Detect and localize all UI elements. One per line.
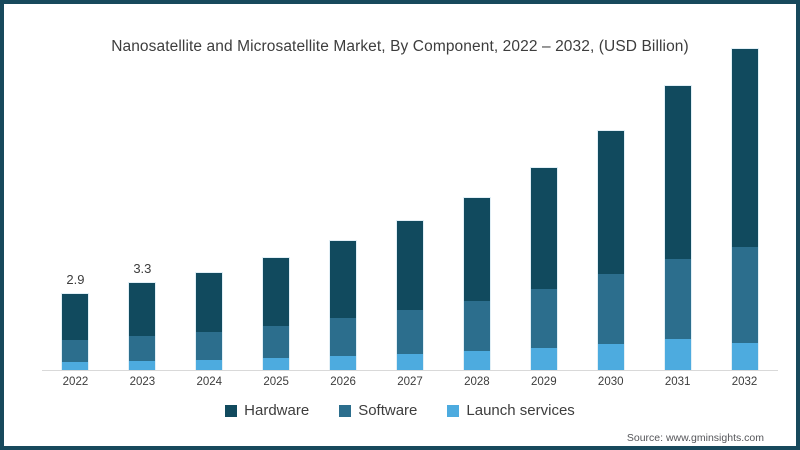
- bar-group[interactable]: [330, 68, 357, 370]
- bar-segment-launch-services[interactable]: [731, 343, 758, 370]
- bar-segment-hardware[interactable]: [129, 283, 156, 337]
- stacked-bar[interactable]: [196, 272, 223, 370]
- legend-label: Software: [358, 402, 418, 419]
- legend-item[interactable]: Software: [339, 402, 417, 419]
- stacked-bar[interactable]: [330, 240, 357, 370]
- legend-item[interactable]: Launch services: [447, 402, 575, 419]
- bar-segment-software[interactable]: [263, 326, 290, 359]
- stacked-bar[interactable]: [597, 131, 624, 370]
- x-tick-label: 2025: [263, 376, 289, 388]
- bar-segment-launch-services[interactable]: [62, 361, 89, 370]
- bar-segment-hardware[interactable]: [664, 85, 691, 260]
- chart-legend: Hardware Software Launch services: [8, 402, 792, 419]
- x-tick-label: 2027: [397, 376, 423, 388]
- bar-group[interactable]: [62, 68, 89, 370]
- bar-group[interactable]: [196, 68, 223, 370]
- stacked-bar[interactable]: [731, 49, 758, 370]
- stacked-bar[interactable]: [397, 221, 423, 370]
- legend-swatch-icon: [225, 404, 238, 417]
- bar-segment-launch-services[interactable]: [196, 360, 223, 370]
- bar-segment-launch-services[interactable]: [129, 361, 156, 370]
- x-tick-label: 2026: [330, 376, 356, 388]
- x-tick-label: 2029: [531, 376, 557, 388]
- bar-segment-software[interactable]: [731, 247, 758, 344]
- x-tick-label: 2031: [664, 376, 691, 388]
- bar-group[interactable]: [463, 68, 490, 370]
- bar-group[interactable]: [664, 68, 691, 370]
- legend-swatch-icon: [447, 404, 460, 417]
- legend-item[interactable]: Hardware: [225, 402, 309, 419]
- x-tick-label: 2030: [597, 376, 624, 388]
- x-tick-label: 2024: [196, 376, 223, 388]
- bar-group[interactable]: [597, 68, 624, 370]
- stacked-bar[interactable]: [263, 258, 290, 370]
- bar-segment-software[interactable]: [330, 318, 357, 357]
- bar-segment-software[interactable]: [463, 300, 490, 352]
- stacked-bar[interactable]: [129, 283, 156, 370]
- stacked-bar[interactable]: [62, 293, 89, 370]
- bar-segment-hardware[interactable]: [62, 293, 89, 341]
- bar-segment-software[interactable]: [129, 336, 156, 362]
- stacked-bar[interactable]: [530, 168, 557, 370]
- bar-segment-hardware[interactable]: [463, 197, 490, 301]
- bar-segment-launch-services[interactable]: [664, 338, 691, 370]
- bar-group[interactable]: [263, 68, 290, 370]
- bar-segment-launch-services[interactable]: [597, 344, 624, 370]
- stacked-bar[interactable]: [664, 85, 691, 370]
- bar-segment-hardware[interactable]: [731, 49, 758, 248]
- bar-segment-software[interactable]: [664, 259, 691, 339]
- x-tick-label: 2028: [464, 376, 490, 388]
- bar-group[interactable]: [129, 68, 156, 370]
- legend-label: Launch services: [466, 402, 575, 419]
- bar-group[interactable]: [731, 49, 758, 370]
- bar-segment-launch-services[interactable]: [263, 358, 290, 370]
- bar-segment-hardware[interactable]: [597, 131, 624, 275]
- bar-segment-hardware[interactable]: [530, 168, 557, 290]
- bar-group[interactable]: [397, 68, 423, 370]
- bar-segment-launch-services[interactable]: [330, 356, 357, 370]
- chart-canvas: Nanosatellite and Microsatellite Market,…: [7, 7, 793, 444]
- bar-group[interactable]: [530, 68, 557, 370]
- source-credit: Source: www.gminsights.com: [626, 432, 764, 444]
- x-tick-label: 2032: [731, 376, 758, 388]
- bar-segment-launch-services[interactable]: [530, 347, 557, 370]
- bar-segment-software[interactable]: [397, 309, 423, 354]
- bar-segment-hardware[interactable]: [397, 221, 423, 310]
- plot-area: 2.9 3.3: [42, 49, 778, 370]
- bar-value-label: 2.9: [66, 271, 85, 287]
- bar-segment-launch-services[interactable]: [397, 353, 423, 370]
- bar-segment-hardware[interactable]: [263, 258, 290, 327]
- bar-segment-hardware[interactable]: [196, 272, 223, 333]
- bar-segment-launch-services[interactable]: [463, 351, 490, 370]
- bar-segment-software[interactable]: [62, 340, 89, 362]
- legend-label: Hardware: [244, 402, 310, 419]
- bar-segment-software[interactable]: [530, 289, 557, 348]
- legend-swatch-icon: [339, 404, 352, 417]
- stacked-bar[interactable]: [463, 197, 490, 370]
- bar-segment-hardware[interactable]: [330, 240, 357, 319]
- x-tick-label: 2022: [62, 376, 89, 388]
- x-axis-line: [42, 370, 778, 371]
- chart-title: Nanosatellite and Microsatellite Market,…: [111, 38, 689, 55]
- bar-value-label: 3.3: [133, 261, 152, 277]
- bar-segment-software[interactable]: [597, 274, 624, 345]
- x-tick-label: 2023: [129, 376, 156, 388]
- bar-segment-software[interactable]: [196, 332, 223, 361]
